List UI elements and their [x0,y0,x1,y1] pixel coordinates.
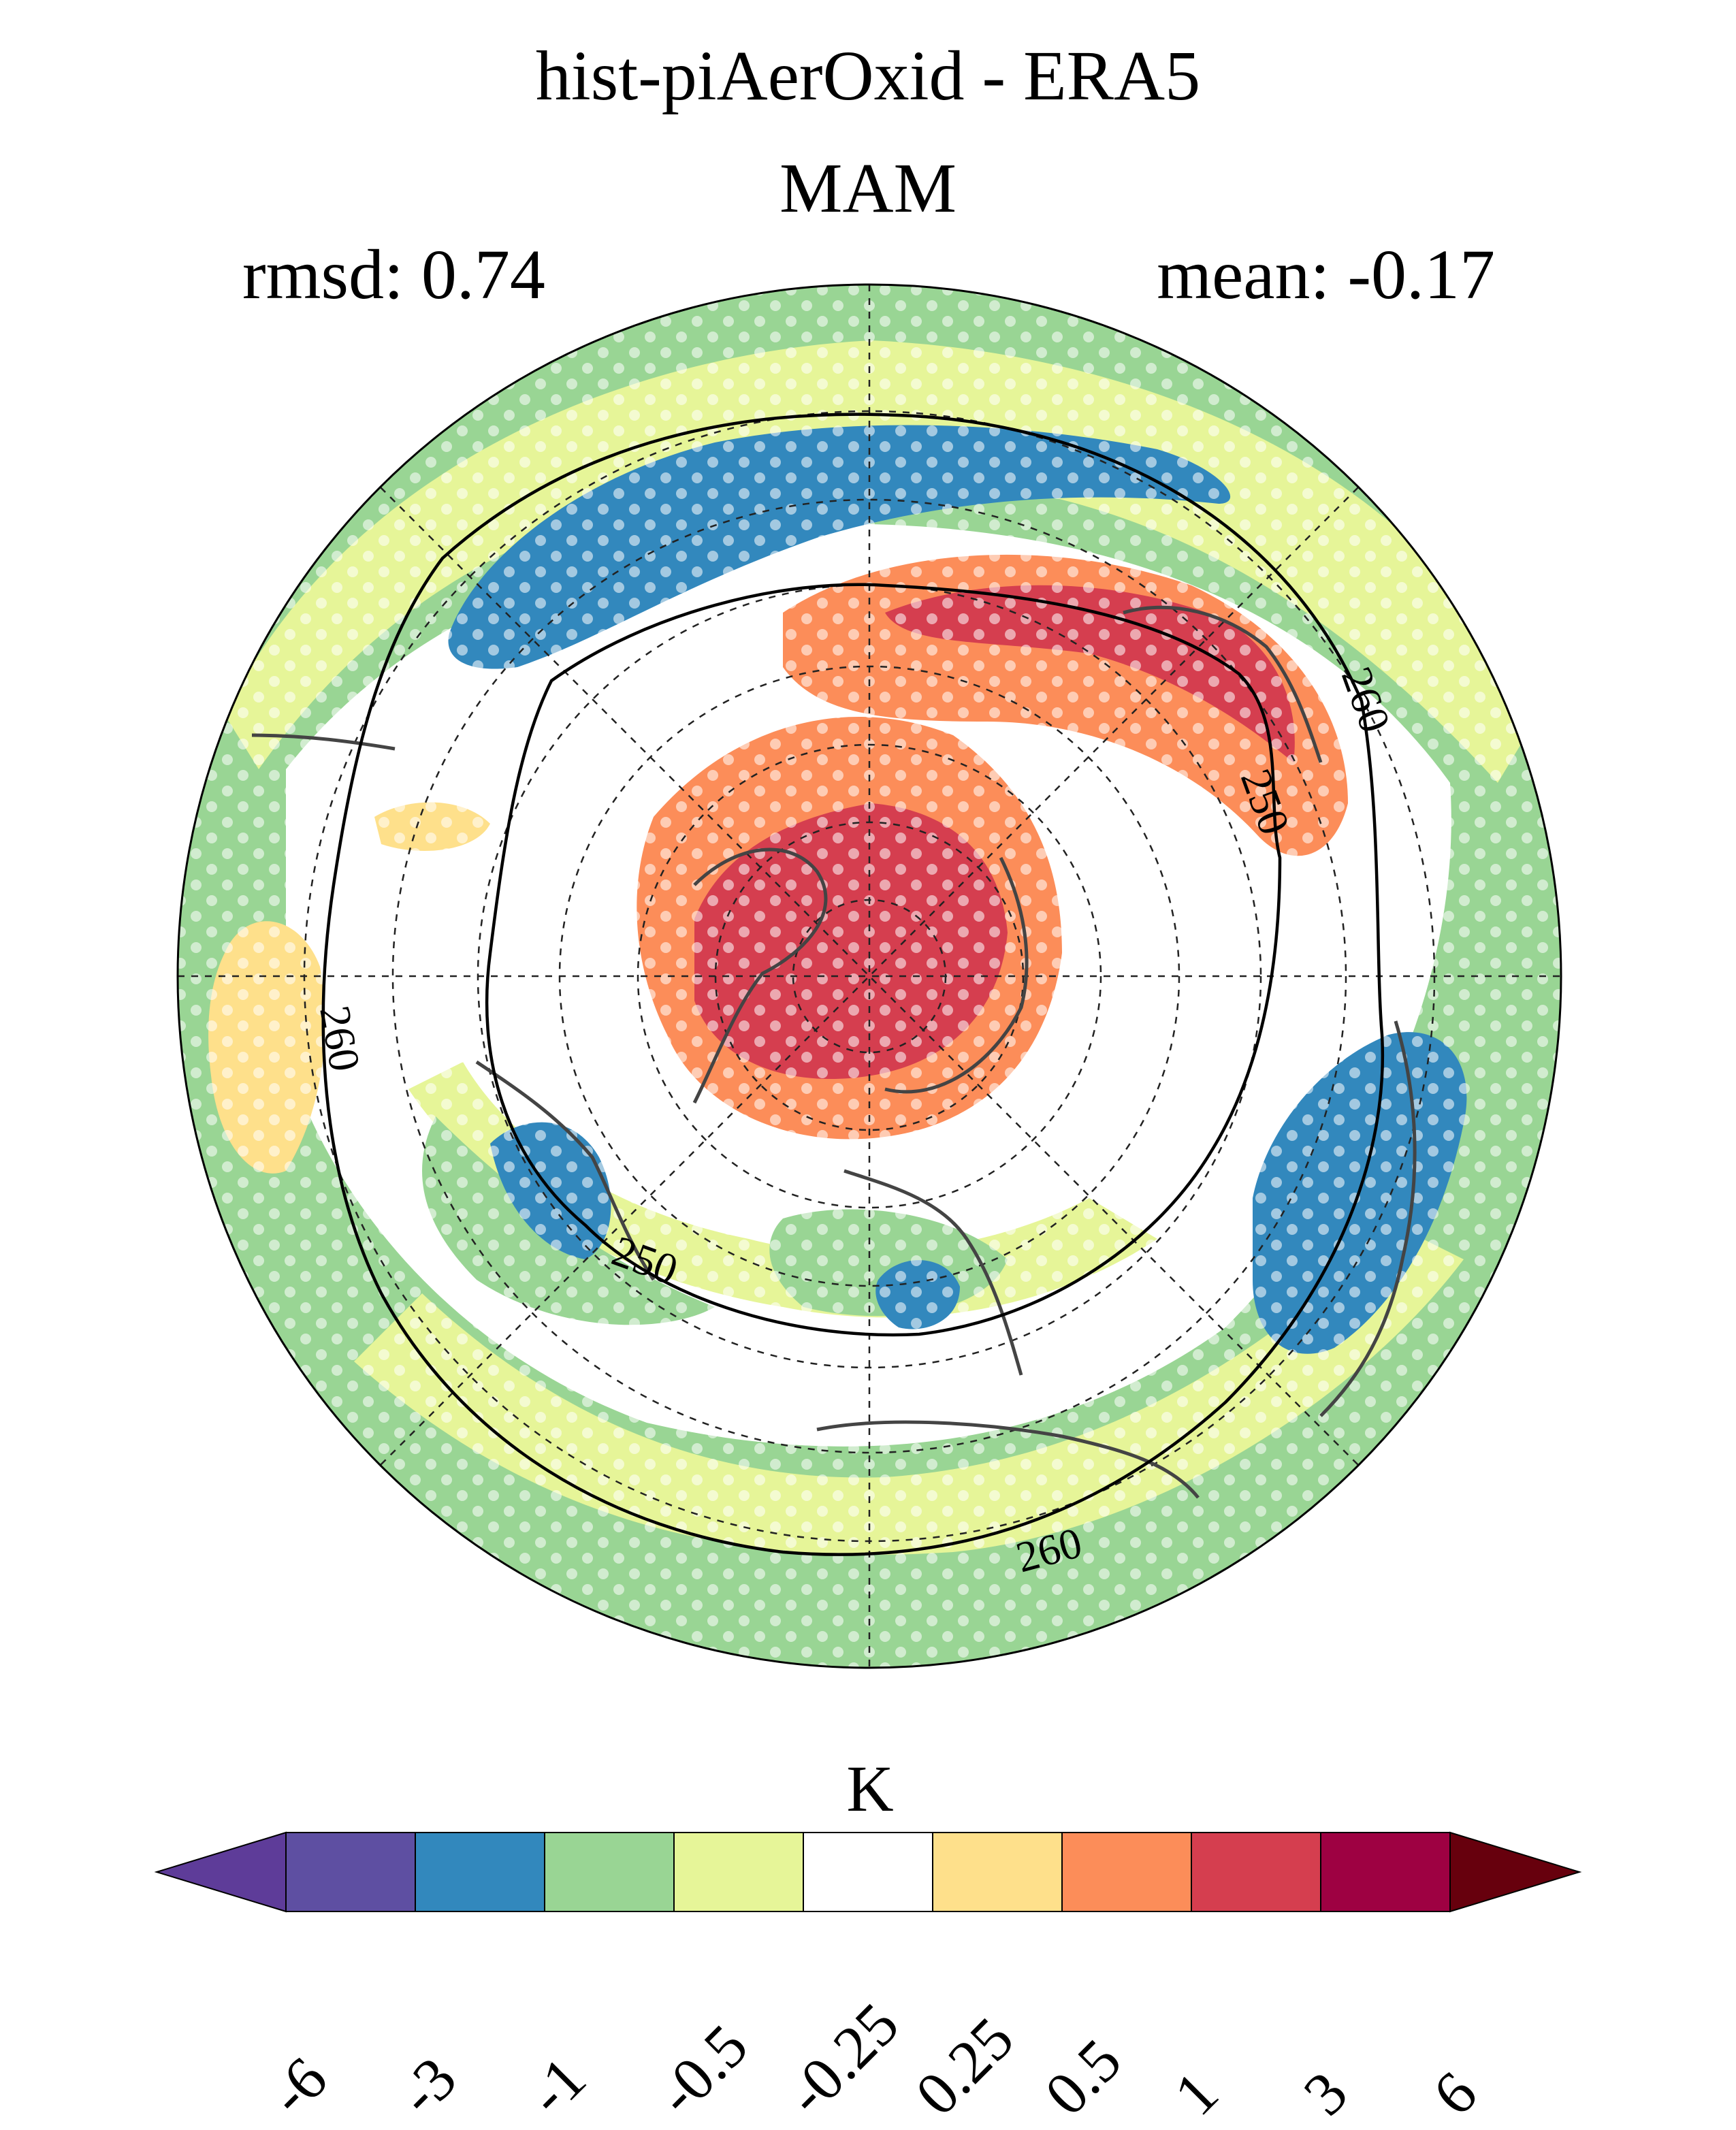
colorbar-cell [415,1832,545,1912]
rmsd-label: rmsd: 0.74 [242,236,545,314]
colorbar-cell [285,1832,416,1912]
colorbar-cell [1061,1832,1192,1912]
mean-label: mean: -0.17 [1157,236,1495,314]
colorbar-cell [1320,1832,1451,1912]
map-border [176,283,1562,1669]
colorbar-cell [1191,1832,1321,1912]
coastlines [251,605,1417,1499]
climatology-contours [321,413,1385,1556]
contour-label: 260 [310,1002,370,1075]
map-title: hist-piAerOxid - ERA5 [535,37,1201,115]
polar-map-svg: 250 250 260 260 260 [176,283,1562,1669]
colorbar-over-arrow [1449,1831,1582,1913]
season-label: MAM [779,149,957,227]
stippling [178,285,1561,1668]
colorbar-cell [803,1832,933,1912]
colorbar-unit: K [846,1752,894,1825]
colorbar-cell [673,1832,804,1912]
colorbar-under-arrow [154,1831,287,1913]
colorbar-cell [932,1832,1063,1912]
colorbar [154,1831,1582,1913]
colorbar-cell [544,1832,675,1912]
